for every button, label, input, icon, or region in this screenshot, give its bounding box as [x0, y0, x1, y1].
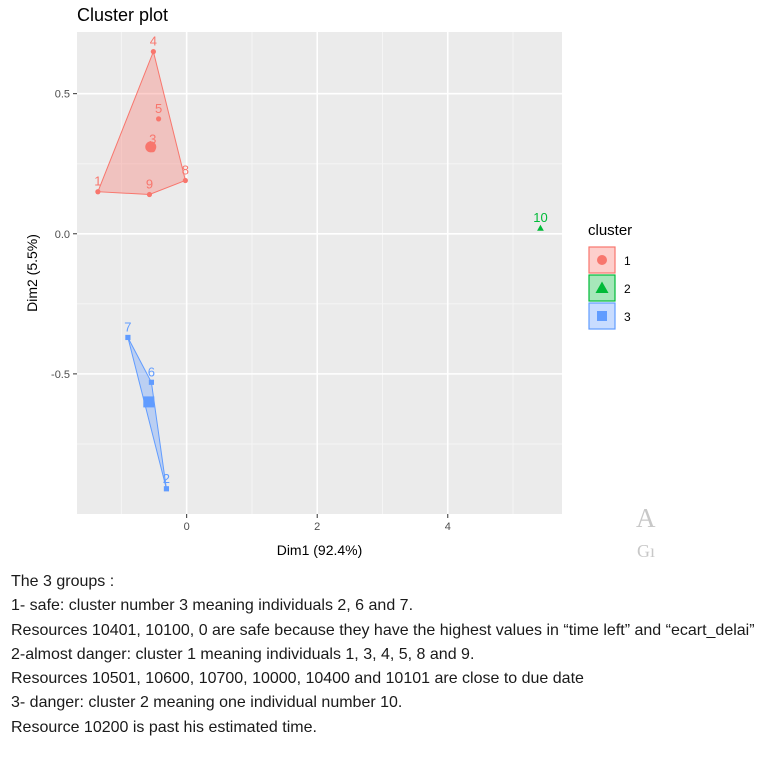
- point-label-9: 9: [146, 177, 153, 192]
- point-label-4: 4: [150, 34, 157, 49]
- legend-marker-2: [595, 281, 609, 293]
- point-label-3: 3: [149, 132, 156, 147]
- description-line-7: Resource 10200 is past his estimated tim…: [11, 718, 317, 736]
- plot-panel: [77, 32, 562, 514]
- point-label-6: 6: [148, 364, 155, 379]
- chart-title: Cluster plot: [77, 5, 168, 25]
- point-label-7: 7: [124, 319, 131, 334]
- x-tick-label: 2: [314, 521, 320, 533]
- cluster-plot: 0 2 4 0.5 0.0 -0.5 Cluster plot Dim1 (92.4%) Dim…: [24, 5, 656, 561]
- legend-label-1: 1: [624, 254, 631, 268]
- cluster-3-centroid: [143, 396, 155, 408]
- y-tick-label: -0.5: [51, 369, 70, 381]
- y-tick-label: 0.5: [55, 89, 70, 101]
- point-label-2: 2: [163, 471, 170, 486]
- point-label-5: 5: [155, 101, 162, 116]
- cluster-plot-svg: 0 2 4 0.5 0.0 -0.5 Cluster plot Dim1 (92.4%) Dim…: [24, 5, 632, 558]
- point-7: [125, 334, 131, 341]
- point-4: [150, 49, 156, 55]
- point-9: [146, 191, 153, 198]
- legend-marker-3: [597, 311, 607, 321]
- point-label-8: 8: [182, 163, 189, 178]
- point-8: [182, 177, 188, 184]
- y-axis-label: Dim2 (5.5%): [24, 234, 40, 312]
- description-line-3: Resources 10401, 10100, 0 are safe becau…: [11, 621, 755, 639]
- legend-title: cluster: [588, 222, 632, 239]
- legend-label-3: 3: [624, 310, 631, 324]
- x-tick-label: 4: [445, 521, 451, 533]
- description-line-5: Resources 10501, 10600, 10700, 10000, 10…: [11, 670, 584, 688]
- description-line-6: 3- danger: cluster 2 meaning one individ…: [11, 694, 403, 712]
- point-10: [537, 224, 544, 231]
- legend-label-2: 2: [624, 282, 631, 296]
- watermark-bottom: Gı: [637, 541, 655, 561]
- point-3: [150, 147, 156, 153]
- description-line-1: The 3 groups :: [11, 573, 115, 590]
- point-6: [148, 379, 155, 385]
- cluster-3-hull: [127, 337, 167, 489]
- description-line-2: 1- safe: cluster number 3 meaning indivi…: [11, 597, 414, 615]
- x-axis-label: Dim1 (92.4%): [277, 542, 363, 558]
- description-line-4: 2-almost danger: cluster 1 meaning indiv…: [11, 645, 475, 663]
- legend-marker-1: [597, 255, 607, 265]
- point-2: [163, 486, 170, 492]
- y-tick-label: 0.0: [55, 229, 70, 241]
- point-5: [155, 116, 162, 122]
- x-tick-label: 0: [184, 521, 190, 533]
- point-1: [95, 189, 101, 195]
- point-label-10: 10: [533, 210, 547, 225]
- description: The 3 groups : 1- safe: cluster number 3…: [11, 570, 761, 740]
- point-label-1: 1: [94, 174, 101, 189]
- watermark-top: A: [636, 503, 656, 533]
